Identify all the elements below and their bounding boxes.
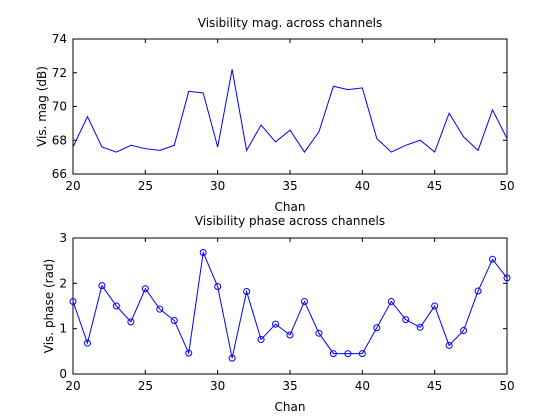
magnitude-ylabel: Vis. mag (dB) [35,66,49,147]
phase-ytick-label: 3 [59,231,67,245]
magnitude-xtick-label: 30 [210,179,225,193]
magnitude-xtick-label: 25 [138,179,153,193]
phase-xtick-label: 30 [210,379,225,393]
phase-xlabel: Chan [275,400,306,414]
magnitude-xtick-label: 20 [65,179,80,193]
magnitude-ytick-label: 66 [52,167,67,181]
magnitude-xtick-label: 50 [499,179,514,193]
magnitude-xtick-label: 35 [282,179,297,193]
magnitude-axes-box [73,39,507,174]
phase-ytick-label: 0 [59,367,67,381]
magnitude-ytick-label: 70 [52,100,67,114]
phase-xtick-label: 45 [427,379,442,393]
phase-title: Visibility phase across channels [195,214,385,228]
phase-xtick-label: 25 [138,379,153,393]
magnitude-ytick-label: 72 [52,66,67,80]
magnitude-xlabel: Chan [275,200,306,214]
magnitude-ytick-label: 68 [52,133,67,147]
phase-xtick-label: 35 [282,379,297,393]
magnitude-xtick-label: 40 [355,179,370,193]
phase-ytick-label: 2 [59,276,67,290]
magnitude-xtick-label: 45 [427,179,442,193]
magnitude-ytick-label: 74 [52,32,67,46]
phase-ytick-label: 1 [59,322,67,336]
phase-xtick-label: 50 [499,379,514,393]
magnitude-title: Visibility mag. across channels [198,16,382,30]
phase-xtick-label: 40 [355,379,370,393]
phase-xtick-label: 20 [65,379,80,393]
phase-ylabel: Vis. phase (rad) [42,259,56,353]
